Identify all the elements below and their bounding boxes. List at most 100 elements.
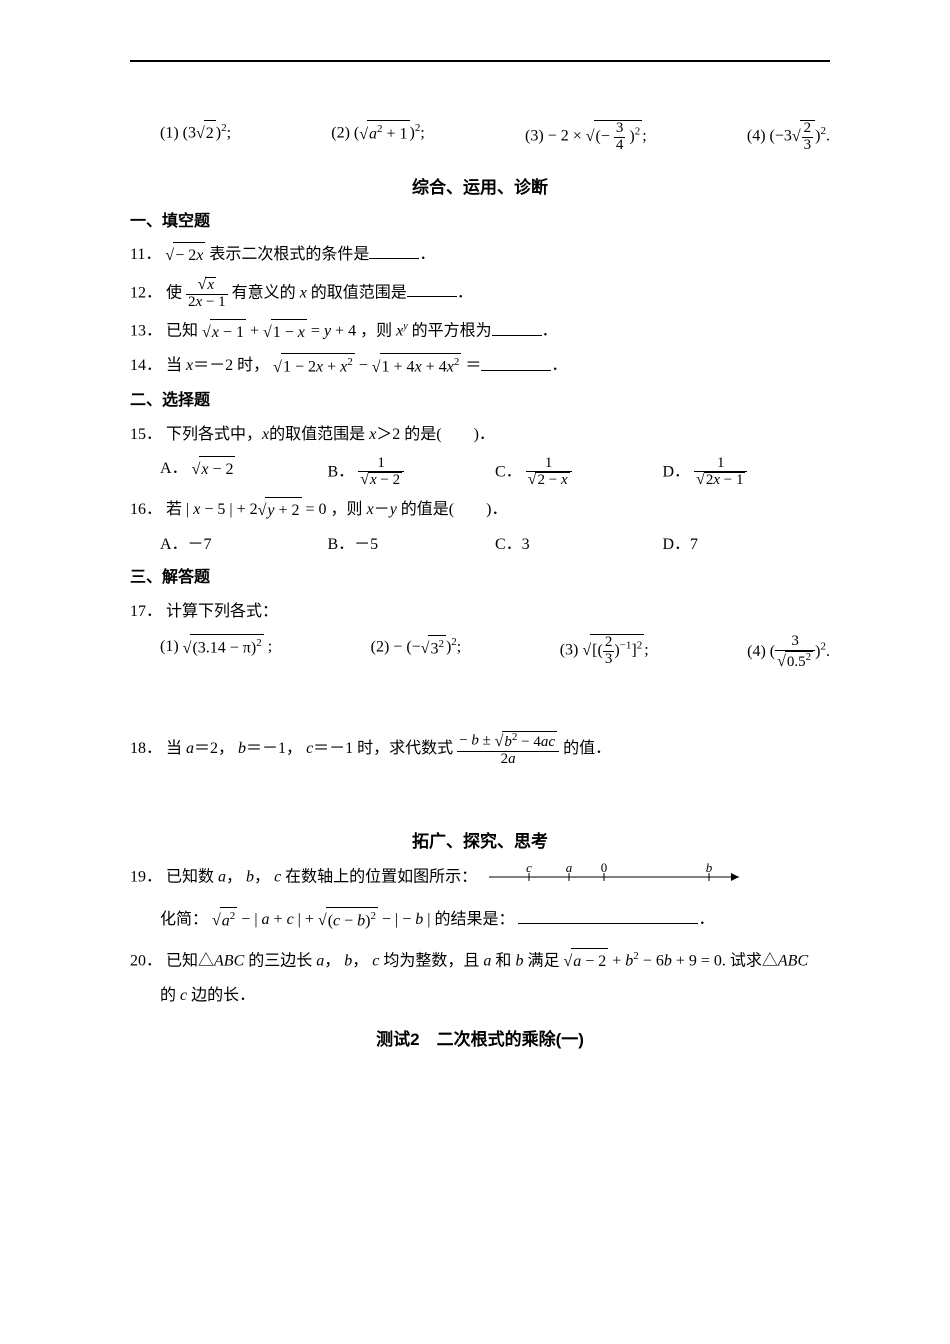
q20-line2: 的 c 边的长． (160, 983, 830, 1009)
text: 表示二次根式的条件是 (209, 246, 369, 263)
dot: ． (542, 323, 558, 340)
t1: 的 (160, 987, 176, 1004)
q13: 13． 已知 x − 1 + 1 − x = y + 4 ，则 xy 的平方根为… (130, 318, 830, 345)
t1: 使 (166, 284, 182, 301)
t: 计算下列各式： (166, 603, 278, 620)
q16-opts: A．－7 B．－5 C．3 D．7 (160, 532, 830, 558)
t3: 的取值范围是 (311, 284, 407, 301)
t1: 若 (166, 501, 182, 518)
xvar: x (300, 284, 307, 301)
c2: ， (254, 868, 270, 885)
l2: (2) (371, 639, 390, 656)
q16-D: D．7 (663, 532, 831, 558)
t2: 的取值范围是 (269, 426, 369, 443)
top-rule (130, 60, 830, 62)
t2: 在数轴上的位置如图所示： (285, 868, 477, 885)
nl-c: c (526, 863, 532, 875)
q17-3: (3) [(23)−1]2; (560, 634, 649, 671)
qnum: 12． (130, 284, 162, 301)
t4: 和 (495, 952, 511, 969)
t1: 已知 (166, 323, 198, 340)
nl-0: 0 (601, 863, 608, 875)
t2: 的三边长 (248, 952, 312, 969)
qnum: 14． (130, 358, 162, 375)
t1b: ＝－2 时， (193, 358, 269, 375)
q19-line2: 化简： a2 − | a + c | + (c − b)2 − | − b | … (160, 907, 830, 934)
q17-2: (2) − (−32)2; (371, 634, 462, 671)
t2: 边的长． (191, 987, 255, 1004)
t1: 化简： (160, 911, 208, 928)
q17-1: (1) (3.14 − π)2 ; (160, 634, 272, 671)
q15-D: D． 12x − 1 (663, 456, 831, 490)
q16-A: A．－7 (160, 532, 328, 558)
dot: ． (698, 911, 714, 928)
numberline-svg: c a 0 b (489, 863, 749, 893)
section-b-title: 拓广、探究、思考 (130, 828, 830, 855)
page: (1) (32)2; (2) (a2 + 1)2; (3) − 2 × (− 3… (0, 0, 950, 1344)
section-a-title: 综合、运用、诊断 (130, 174, 830, 201)
t4: ＝－1 时，求代数式 (313, 740, 453, 757)
q20: 20． 已知△ABC 的三边长 a， b， c 均为整数，且 a 和 b 满足 … (130, 948, 830, 975)
lblA: A． (160, 460, 188, 477)
q12: 12． 使 x 2x − 1 有意义的 x 的取值范围是． (130, 277, 830, 311)
label: (4) (747, 127, 766, 144)
t1: 当 (166, 358, 182, 375)
nl-a: a (566, 863, 573, 875)
t5: 满足 (527, 952, 559, 969)
qnum: 19． (130, 868, 162, 885)
t2: ，则 (331, 501, 363, 518)
t2: ，则 (360, 323, 392, 340)
heading-solve: 三、解答题 (130, 565, 830, 591)
abc2: ABC (778, 952, 808, 969)
t3: 的平方根为 (412, 323, 492, 340)
heading-fill: 一、填空题 (130, 209, 830, 235)
t1: 已知△ (166, 952, 214, 969)
expr-3: (3) − 2 × (− 34 )2; (525, 120, 647, 154)
q19: 19． 已知数 a ， b ， c 在数轴上的位置如图所示： c a 0 b (130, 863, 830, 893)
lblB: B． (328, 463, 355, 480)
dot: ． (551, 358, 567, 375)
cvar: c (180, 987, 187, 1004)
c1: ， (226, 868, 242, 885)
l3: (3) (560, 642, 579, 659)
t1: 已知数 (166, 868, 214, 885)
nl-b: b (706, 863, 713, 875)
eq: ＝ (465, 358, 481, 375)
q17-row: (1) (3.14 − π)2 ; (2) − (−32)2; (3) [(23… (160, 634, 830, 671)
t6: 试求△ (730, 952, 778, 969)
q15-C: C． 12 − x (495, 456, 663, 490)
heading-choice: 二、选择题 (130, 388, 830, 414)
l1: (1) (160, 639, 179, 656)
qnum: 15． (130, 426, 162, 443)
label: (2) (331, 124, 350, 141)
q16: 16． 若 | x − 5 | + 2y + 2 = 0 ，则 x－y 的值是(… (130, 497, 830, 524)
dot: ． (419, 246, 435, 263)
abc: ABC (214, 952, 244, 969)
qnum: 18． (130, 740, 162, 757)
q14: 14． 当 x＝－2 时， 1 − 2x + x2 − 1 + 4x + 4x2… (130, 353, 830, 380)
expr-4: (4) (−3 23 )2. (747, 120, 830, 154)
q15-A: A． x − 2 (160, 456, 328, 490)
lblC: C． (495, 463, 522, 480)
t2: 有意义的 (232, 284, 296, 301)
qnum: 20． (130, 952, 162, 969)
dot: ． (457, 284, 473, 301)
c1: ， (324, 952, 340, 969)
q15: 15． 下列各式中，x的取值范围是 x＞2 的是( )． (130, 422, 830, 448)
q16-C: C．3 (495, 532, 663, 558)
t3: ＝－1， (246, 740, 302, 757)
t2: 的结果是： (434, 911, 514, 928)
label: (3) (525, 127, 544, 144)
t5: 的值． (563, 740, 611, 757)
qnum: 11． (130, 246, 161, 263)
expr-row-top: (1) (32)2; (2) (a2 + 1)2; (3) − 2 × (− 3… (160, 120, 830, 154)
qnum: 16． (130, 501, 162, 518)
q15-opts: A． x − 2 B． 1x − 2 C． 12 − x D． 12x − 1 (160, 456, 830, 490)
l4: (4) (747, 643, 766, 660)
expr-2: (2) (a2 + 1)2; (331, 120, 425, 154)
qnum: 13． (130, 323, 162, 340)
t3: 的值是( )． (401, 501, 508, 518)
c2: ， (352, 952, 368, 969)
q17: 17． 计算下列各式： (130, 599, 830, 625)
expr-1: (1) (32)2; (160, 120, 231, 154)
